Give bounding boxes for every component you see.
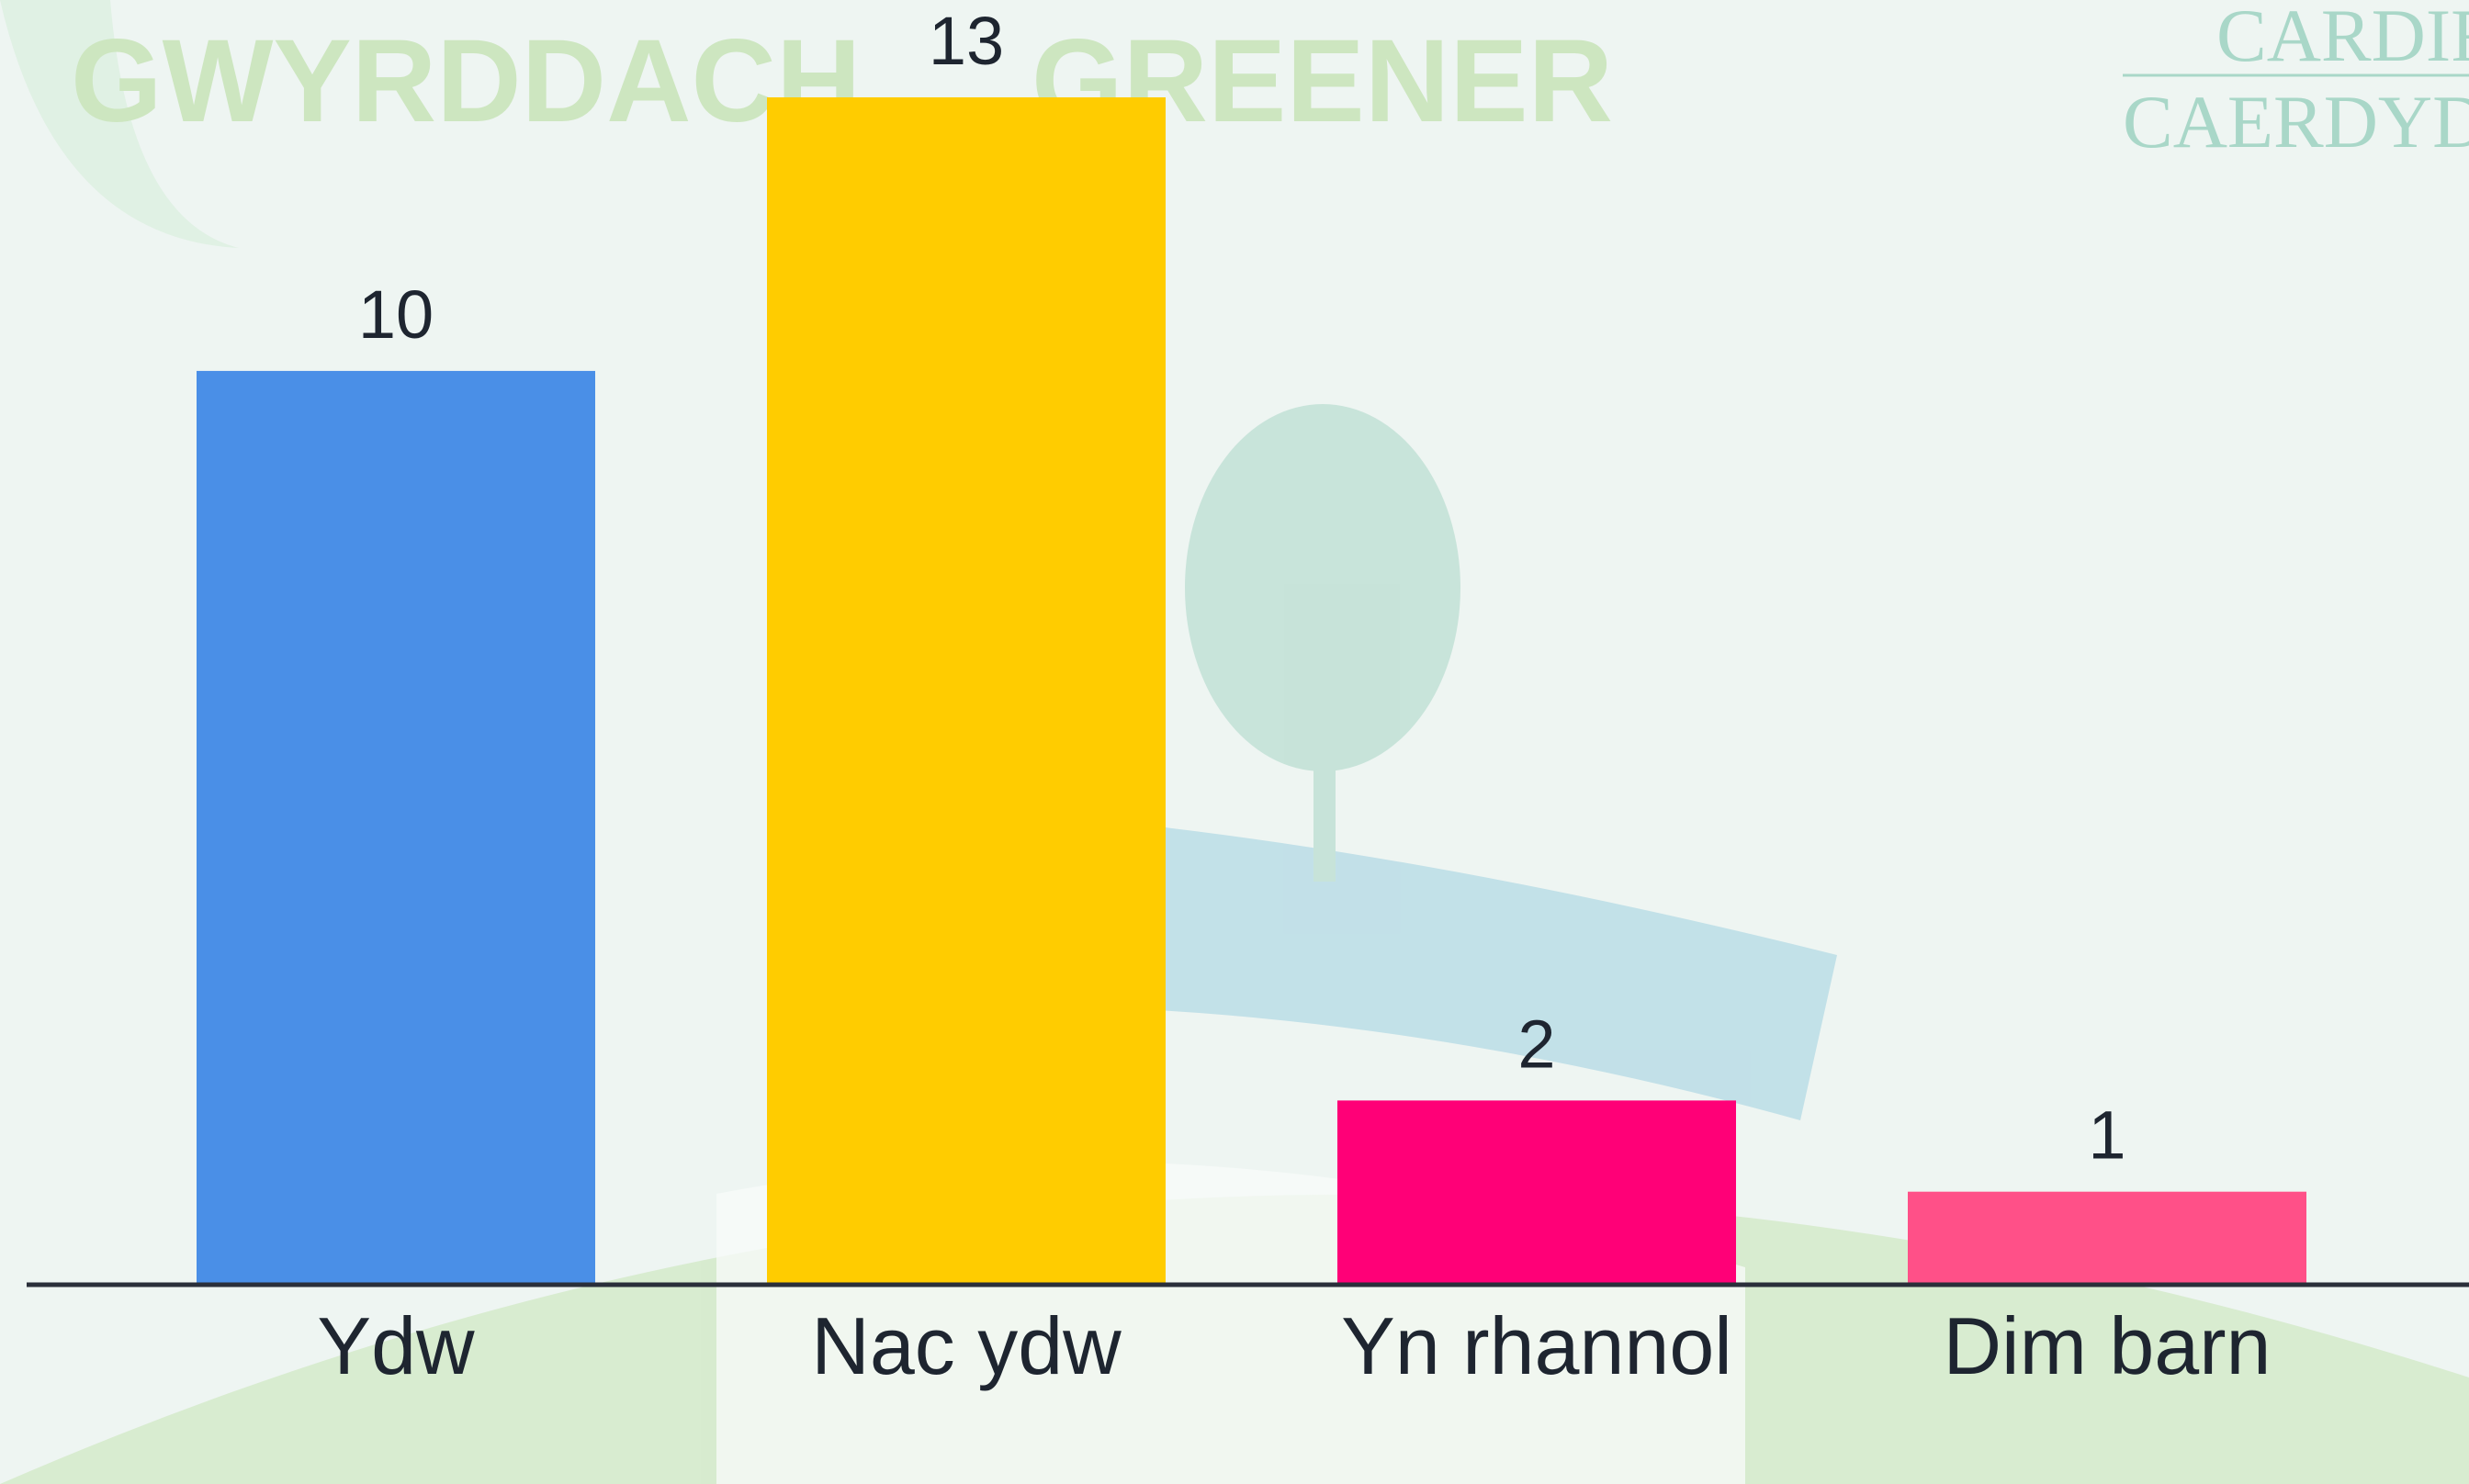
bar (197, 370, 595, 1283)
x-tick-label: Ydw (317, 1300, 475, 1391)
value-label: 10 (358, 276, 434, 353)
bar (1908, 1191, 2306, 1283)
value-label: 13 (929, 3, 1004, 79)
value-label: 1 (2088, 1097, 2125, 1174)
value-label: 2 (1517, 1006, 1555, 1082)
bar (1337, 1100, 1736, 1283)
x-tick-label: Dim barn (1943, 1300, 2272, 1391)
bar (767, 97, 1166, 1283)
slogan-text: GWYRDDACH (71, 16, 861, 147)
logo-text: CAERDYDD (2123, 80, 2469, 163)
x-tick-label: Yn rhannol (1341, 1300, 1732, 1391)
logo-text: CARDIFF (2216, 0, 2469, 77)
x-tick-label: Nac ydw (811, 1300, 1122, 1391)
